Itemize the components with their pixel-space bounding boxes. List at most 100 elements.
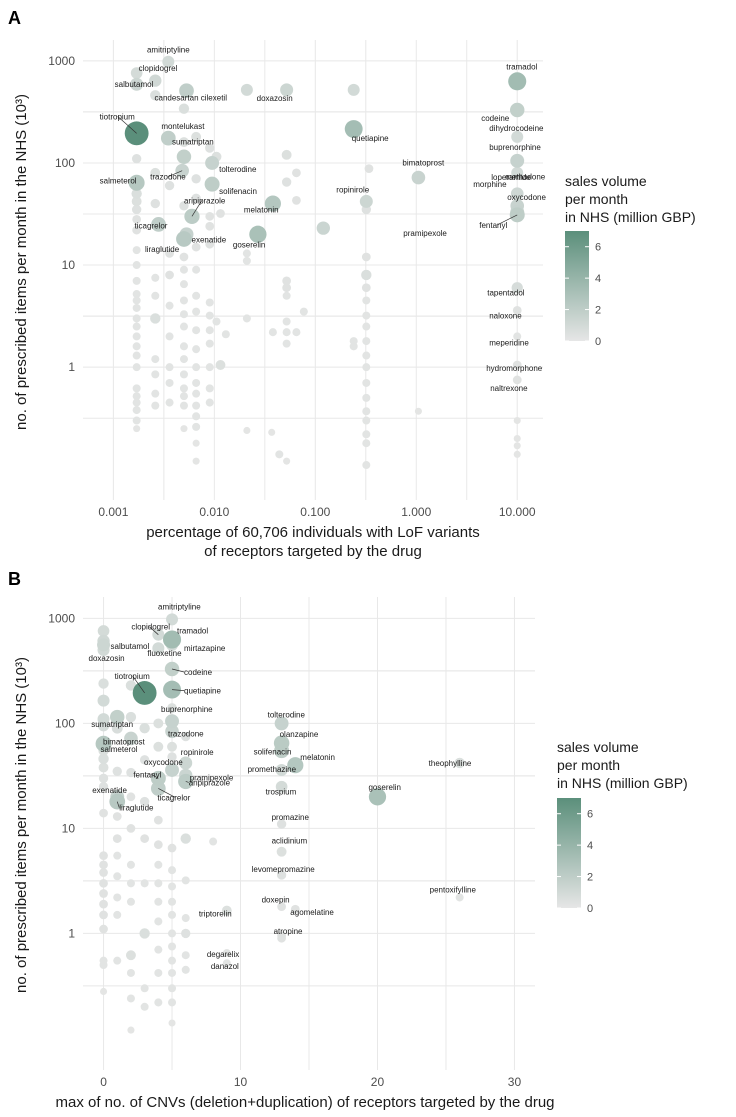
panel-b-point [140,1002,149,1011]
panel-b-label-clopidogrel: clopidogrel [131,623,170,632]
panel-a-label-tolterodine: tolterodine [219,165,257,174]
panel-b-point-buprenorphine [165,714,179,729]
panel-a-point [165,249,174,258]
panel-a-point [165,398,174,407]
panel-b-point [168,968,177,977]
panel-a-point [513,417,521,425]
panel-a-point [212,317,221,326]
panel-a-y-tick-label: 1 [68,360,75,374]
panel-b-label-danazol: danazol [211,962,239,971]
panel-a-x-tick-label: 0.010 [199,505,229,519]
panel-b-point [140,984,149,993]
panel-a-x-tick-label: 1.000 [401,505,431,519]
panel-b-legend-title-line2: per month [557,757,620,773]
panel-b-point [97,694,110,707]
panel-a-point [132,384,141,393]
panel-a-point [282,328,291,337]
panel-a-point [151,273,160,282]
panel-a-point [282,276,292,286]
panel-b-label-pentoxifylline: pentoxifylline [430,885,477,894]
panel-b-label-pramipexole: pramipexole [190,773,234,782]
panel-a-point-pramipexole [316,221,330,235]
panel-b-point-fentanyl [150,770,166,786]
panel-b-point [126,824,136,833]
panel-b-point [98,753,109,765]
panel-a-point [165,270,174,280]
panel-b-leader-line [185,781,189,783]
panel-b-point-triptorelin [221,905,232,916]
panel-a-y-tick-label: 10 [62,258,76,272]
panel-a-point [191,193,201,204]
panel-a-point [192,457,200,465]
panel-a-point [349,342,358,351]
panel-b-point [154,879,163,888]
panel-a-x-tick-label: 10.000 [499,505,536,519]
panel-b-point [99,924,108,934]
panel-a-point-salmeterol [128,174,145,191]
panel-b-point [99,889,108,898]
panel-b-point [112,812,122,821]
panel-a-point [132,392,141,401]
panel-a-label-tiotropium: tiotropium [100,112,135,121]
panel-b-point [154,968,163,977]
panel-b-point-labels: amitriptyline clopidogrel salbutamol tramad… [89,602,477,971]
panel-a-point [362,393,371,402]
panel-b-point [98,678,109,689]
panel-a-point [205,239,215,249]
panel-b-point [168,929,177,938]
panel-b-y-tick-label: 10 [62,821,76,835]
panel-b-point [139,928,150,939]
panel-a-points [124,55,527,470]
panel-b-point [139,723,150,734]
panel-a-point [178,103,190,114]
panel-b-point [168,942,177,951]
panel-a-point [513,442,521,450]
panel-a-point [191,242,201,252]
panel-b-point-tiotropium [132,681,157,705]
panel-a-label-trazodone: trazodone [150,173,186,182]
panel-a-point [362,296,371,305]
panel-b-point [168,1019,176,1027]
panel-a-point [192,378,201,387]
panel-a-legend-tick-label: 0 [595,336,601,348]
panel-a-point [179,342,188,351]
panel-b-point [140,834,150,843]
panel-a-point [362,337,371,346]
panel-b-label-ropinirole: ropinirole [181,748,214,757]
panel-b-label-trospium: trospium [266,788,297,797]
panel-a-point [151,370,160,379]
panel-a-point [362,407,371,416]
panel-b-point [140,879,149,888]
panel-a-y-ticks: 1 10 100 1000 [48,54,75,374]
panel-b-point [99,808,108,818]
panel-a-point [281,177,292,187]
panel-b-leader-line [172,689,185,691]
panel-a-label-methadone: methadone [505,173,546,182]
panel-a-point-liraglutide [176,231,192,247]
panel-a-point [179,137,189,148]
panel-a-point [191,131,202,142]
panel-a-point [179,384,188,393]
panel-b-point [126,897,135,906]
panel-b-point [113,956,122,965]
panel-a-point-solifenacin [204,176,220,192]
panel-a-point-amitriptyline [162,55,175,68]
panel-b-point-sumatriptan [110,709,125,725]
panel-a-label-sumatriptan: sumatriptan [172,138,214,147]
panel-b-point [125,950,136,961]
panel-a-point [132,406,141,415]
panel-b-point [98,781,109,792]
panel-a-point [362,430,371,439]
panel-b-point [113,872,122,881]
panel-a-point [179,265,188,274]
panel-a-point [362,461,371,470]
panel-b-point [112,834,122,843]
panel-b-label-doxazosin: doxazosin [89,654,125,663]
panel-a-point [132,296,141,305]
panel-a-point [151,291,160,300]
panel-b-legend-title-line3: in NHS (million GBP) [557,775,688,791]
panel-b-leader-line [116,801,120,808]
panel-b-y-tick-label: 1000 [48,611,75,625]
